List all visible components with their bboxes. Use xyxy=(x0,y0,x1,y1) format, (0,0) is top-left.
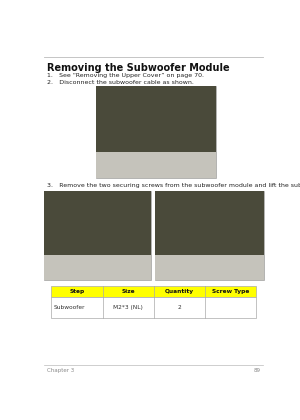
FancyBboxPatch shape xyxy=(44,255,151,280)
FancyBboxPatch shape xyxy=(44,191,151,280)
FancyBboxPatch shape xyxy=(44,191,151,255)
Text: 3. Remove the two securing screws from the subwoofer module and lift the subwoof: 3. Remove the two securing screws from t… xyxy=(47,183,300,188)
Text: Subwoofer: Subwoofer xyxy=(54,305,85,310)
Text: Step: Step xyxy=(69,289,85,294)
Text: 89: 89 xyxy=(254,368,261,373)
Text: Quantity: Quantity xyxy=(165,289,194,294)
FancyBboxPatch shape xyxy=(96,152,216,178)
Text: 1. See “Removing the Upper Cover” on page 70.: 1. See “Removing the Upper Cover” on pag… xyxy=(47,74,204,79)
FancyBboxPatch shape xyxy=(155,255,264,280)
FancyBboxPatch shape xyxy=(52,286,256,297)
Text: 2: 2 xyxy=(178,305,181,310)
Text: Screw Type: Screw Type xyxy=(212,289,249,294)
Text: Chapter 3: Chapter 3 xyxy=(47,368,74,373)
FancyBboxPatch shape xyxy=(96,86,216,178)
Text: M2*3 (NL): M2*3 (NL) xyxy=(113,305,143,310)
Text: Removing the Subwoofer Module: Removing the Subwoofer Module xyxy=(47,63,230,73)
FancyBboxPatch shape xyxy=(52,297,256,318)
Text: 2. Disconnect the subwoofer cable as shown.: 2. Disconnect the subwoofer cable as sho… xyxy=(47,80,194,85)
Text: Size: Size xyxy=(122,289,135,294)
FancyBboxPatch shape xyxy=(96,86,216,152)
FancyBboxPatch shape xyxy=(155,191,264,255)
FancyBboxPatch shape xyxy=(155,191,264,280)
